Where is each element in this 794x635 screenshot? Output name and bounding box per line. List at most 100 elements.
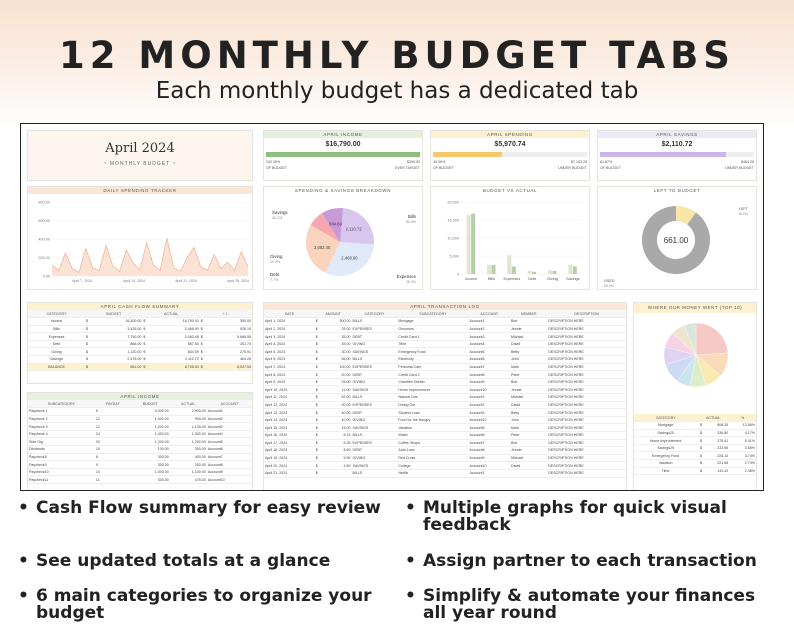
- table-cell: Jennie: [509, 325, 548, 334]
- y-tick-label: 0: [457, 273, 459, 277]
- slice-name-label: Savings: [272, 210, 288, 215]
- kpi-spending-label: APRIL SPENDING: [431, 131, 589, 138]
- table-cell: Paycheck8: [28, 453, 95, 462]
- table-cell: 275.41: [704, 436, 730, 445]
- table-cell: DESCRIPTION HERE: [547, 401, 626, 410]
- table-cell: 1,200.00: [130, 422, 170, 431]
- table-row: Dividends 10 100.00 300.00 Account6: [28, 445, 252, 454]
- table-row: April 3, 2024 $35.00 DEBT Credit Card 1 Acco…: [264, 332, 626, 341]
- column-header: %: [729, 414, 756, 423]
- kpi-income-caption-left: OF BUDGET: [266, 166, 287, 170]
- column-header: ACTUAL: [169, 400, 207, 409]
- donut-used-pct: 90.0%: [604, 284, 614, 288]
- table-cell: 143.42: [704, 467, 730, 476]
- wmw-header-row: CATEGORY ACTUAL%: [634, 414, 756, 423]
- column-header: ACTUAL: [697, 414, 730, 423]
- table-cell: Paycheck10: [28, 468, 95, 477]
- table-cell: 20: [94, 437, 131, 447]
- table-cell: DESCRIPTION HERE: [547, 355, 626, 364]
- table-cell: 2,468.90: [152, 325, 200, 334]
- table-cell: April 19, 2024: [264, 454, 315, 463]
- page-title: 12 MONTHLY BUDGET TABS: [59, 34, 735, 77]
- table-cell: $: [314, 393, 324, 402]
- bar: [511, 266, 516, 274]
- y-tick-label: 600.00: [38, 219, 50, 223]
- kpi-savings-diff: $464.28: [741, 160, 754, 164]
- table-cell: EXPENSES: [351, 439, 398, 448]
- table-cell: April 17, 2024: [264, 439, 315, 448]
- table-cell: 868.00: [95, 340, 143, 349]
- table-cell: Account8: [206, 460, 252, 469]
- table-cell: April 6, 2024: [264, 355, 315, 364]
- table-cell: $: [314, 461, 324, 470]
- table-cell: 2.38%: [729, 467, 756, 476]
- donut-used-label: USED: [604, 279, 615, 283]
- budget-vs-actual-label: BUDGET VS ACTUAL: [431, 187, 589, 194]
- table-cell: 9: [94, 460, 131, 469]
- table-cell: 1,200.00: [130, 437, 170, 447]
- cash-flow-label: APRIL CASH FLOW SUMMARY: [28, 303, 252, 310]
- table-cell: $: [314, 385, 324, 395]
- table-cell: 2.74%: [729, 459, 756, 468]
- table-cell: Expenses: [28, 332, 85, 341]
- month-title: April 2024: [105, 141, 175, 156]
- table-cell: David: [509, 340, 548, 349]
- table-cell: Food for the Hungry: [397, 416, 469, 425]
- table-cell: 808.35: [704, 421, 730, 430]
- table-cell: Personal Care: [397, 363, 469, 372]
- column-header: ACTUAL: [142, 310, 200, 319]
- transaction-table: DATE AMOUNT CATEGORY SUBCATEGORY ACCOUNT MEMB…: [264, 310, 626, 478]
- table-cell: 1,300.00: [169, 430, 207, 439]
- table-cell: $: [84, 355, 96, 364]
- table-cell: DEBT: [351, 446, 398, 455]
- table-cell: 1,100.00: [169, 468, 207, 477]
- table-cell: $: [142, 317, 153, 326]
- column-header: PAYDAY: [94, 400, 131, 409]
- table-cell: John: [509, 355, 548, 364]
- slice-name-label: Expenses: [397, 274, 417, 279]
- table-row: Paycheck10 10 1,000.00 1,100.00 Account9: [28, 468, 252, 477]
- table-cell: $: [314, 370, 324, 379]
- table-cell: David: [509, 461, 548, 470]
- transaction-log-panel: APRIL TRANSACTION LOG DATE AMOUNT CATEGORY…: [263, 302, 627, 490]
- table-cell: $: [199, 347, 211, 357]
- table-row: Vacation $221.68 2.74%: [634, 459, 756, 468]
- table-cell: Account1: [468, 393, 510, 402]
- table-cell: April 1, 2024: [264, 317, 315, 326]
- table-cell: 52.00: [323, 393, 352, 402]
- donut-used-slice: [642, 206, 710, 274]
- table-cell: 8,047.54: [210, 363, 252, 372]
- table-cell: April 3, 2024: [264, 332, 315, 341]
- budget-vs-actual-panel: BUDGET VS ACTUAL 20,000 15,000 10,000 5,000…: [430, 186, 590, 290]
- table-cell: $: [697, 459, 705, 468]
- table-cell: 3,000.00: [130, 407, 170, 416]
- bar: [527, 270, 532, 274]
- table-cell: GIVING: [351, 416, 398, 425]
- table-cell: April 7, 2024: [264, 363, 315, 372]
- bullet-dot-icon: •: [405, 498, 416, 518]
- table-cell: $: [314, 340, 324, 349]
- table-cell: $: [314, 446, 324, 455]
- kpi-spending-bar: [433, 152, 587, 157]
- table-cell: SAVINGS: [351, 461, 398, 470]
- kpi-income: APRIL INCOME $16,790.00 102.38% $390.00 O…: [263, 130, 423, 181]
- table-cell: $: [199, 317, 211, 326]
- bar: [471, 213, 476, 274]
- left-to-budget-label: LEFT TO BUDGET: [598, 187, 756, 194]
- table-cell: Tithe: [634, 467, 698, 476]
- cash-flow-panel: APRIL CASH FLOW SUMMARY CATEGORY BUDGET AC…: [27, 302, 253, 384]
- table-cell: 25.00: [323, 325, 352, 334]
- table-cell: April 15, 2024: [264, 423, 315, 432]
- table-cell: 3.59: [323, 461, 352, 470]
- table-cell: 900.00: [169, 415, 207, 424]
- pie-slice: [306, 225, 340, 273]
- y-tick-label: 20,000: [447, 201, 459, 205]
- table-cell: Account6: [468, 355, 510, 364]
- table-row: Expenses $7,750.00 $2,083.45 $5,666.55: [28, 332, 252, 341]
- table-cell: College: [397, 461, 469, 470]
- pie-slice: [325, 242, 374, 276]
- y-tick-label: 400.00: [38, 238, 50, 242]
- column-header: AMOUNT: [314, 310, 352, 319]
- table-cell: Paycheck11: [28, 475, 95, 485]
- table-cell: Account10: [468, 385, 510, 395]
